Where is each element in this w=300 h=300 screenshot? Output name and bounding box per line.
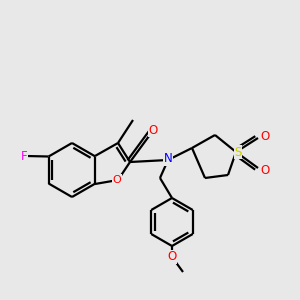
- Text: O: O: [112, 175, 122, 185]
- Text: N: N: [164, 152, 172, 166]
- Text: F: F: [21, 149, 27, 163]
- Text: O: O: [148, 124, 158, 136]
- Text: O: O: [167, 250, 177, 263]
- Text: S: S: [234, 146, 242, 158]
- Text: O: O: [260, 164, 270, 176]
- Text: O: O: [260, 130, 270, 142]
